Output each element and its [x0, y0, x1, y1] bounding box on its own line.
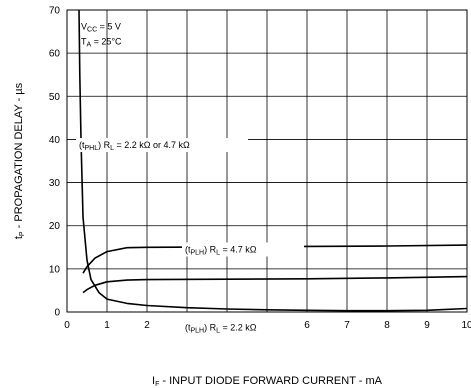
x-tick-label: 2	[144, 320, 150, 331]
series-label: (tPLH) RL = 2.2 kΩ	[185, 323, 257, 335]
x-axis-text: - INPUT DIODE FORWARD CURRENT - mA	[159, 375, 382, 387]
curve-tplh-4-7k	[82, 244, 468, 274]
label-text: = 2.2 kΩ or 4.7 kΩ	[114, 140, 190, 150]
y-axis-subscript: P	[19, 231, 26, 236]
axis-titles: IF - INPUT DIODE FORWARD CURRENT - mA tP …	[13, 82, 383, 388]
curves	[78, 9, 468, 312]
y-tick-label: 40	[49, 135, 61, 146]
label-text: ) R	[204, 323, 216, 333]
condition-value: = 25°C	[91, 37, 122, 47]
x-tick-label: 6	[304, 320, 310, 331]
label-text: (t	[185, 244, 191, 254]
series-label-bg	[182, 320, 304, 335]
x-tick-label: 9	[424, 320, 430, 331]
y-tick-label: 70	[49, 6, 61, 17]
label-subscript: PHL	[85, 145, 99, 152]
tick-labels: 012345678910010203040506070	[49, 6, 471, 332]
label-subscript: PLH	[191, 328, 205, 335]
curve-tphl	[78, 9, 468, 312]
label-text: = 4.7 kΩ	[220, 244, 257, 254]
x-axis-symbol: I	[152, 375, 155, 387]
x-tick-label: 0	[64, 320, 70, 331]
x-tick-label: 8	[384, 320, 390, 331]
label-subscript: L	[216, 328, 220, 335]
condition-value: = 5 V	[97, 21, 121, 31]
x-tick-label: 1	[104, 320, 110, 331]
y-axis-title: tP - PROPAGATION DELAY - µs	[13, 82, 26, 239]
x-axis-subscript: F	[155, 381, 159, 388]
label-text: ) R	[98, 140, 110, 150]
y-tick-label: 50	[49, 92, 61, 103]
label-subscript: PLH	[191, 249, 205, 256]
label-text: (t	[79, 140, 85, 150]
x-axis-title: IF - INPUT DIODE FORWARD CURRENT - mA	[152, 375, 383, 388]
condition-label: TA = 25°C	[81, 37, 122, 49]
x-tick-label: 7	[344, 320, 350, 331]
series-label-bg	[182, 242, 304, 257]
y-axis-text: - PROPAGATION DELAY - µs	[13, 82, 25, 231]
y-axis-symbol: t	[13, 236, 25, 239]
series-label: (tPLH) RL = 4.7 kΩ	[185, 244, 257, 256]
label-text: ) R	[204, 244, 216, 254]
x-tick-label: 10	[461, 320, 471, 331]
label-text: (t	[185, 323, 191, 333]
series-label-bg	[76, 138, 248, 153]
annotations: VCC = 5 VTA = 25°C(tPHL) RL = 2.2 kΩ or …	[76, 21, 304, 335]
label-text: = 2.2 kΩ	[220, 323, 257, 333]
series-label: (tPHL) RL = 2.2 kΩ or 4.7 kΩ	[79, 140, 190, 152]
y-tick-label: 60	[49, 49, 61, 60]
condition-symbol: V	[81, 21, 87, 31]
label-subscript: L	[216, 249, 220, 256]
condition-subscript: CC	[87, 26, 97, 33]
condition-subscript: A	[87, 42, 92, 49]
y-tick-label: 30	[49, 178, 61, 189]
y-tick-label: 10	[49, 264, 61, 275]
plot-frame	[66, 9, 468, 313]
grid	[66, 9, 468, 313]
condition-symbol: T	[81, 37, 87, 47]
y-tick-label: 20	[49, 221, 61, 232]
label-subscript: L	[110, 145, 114, 152]
y-tick-label: 0	[54, 308, 60, 319]
condition-label: VCC = 5 V	[81, 21, 121, 33]
curve-tplh-2-2k	[82, 275, 468, 294]
